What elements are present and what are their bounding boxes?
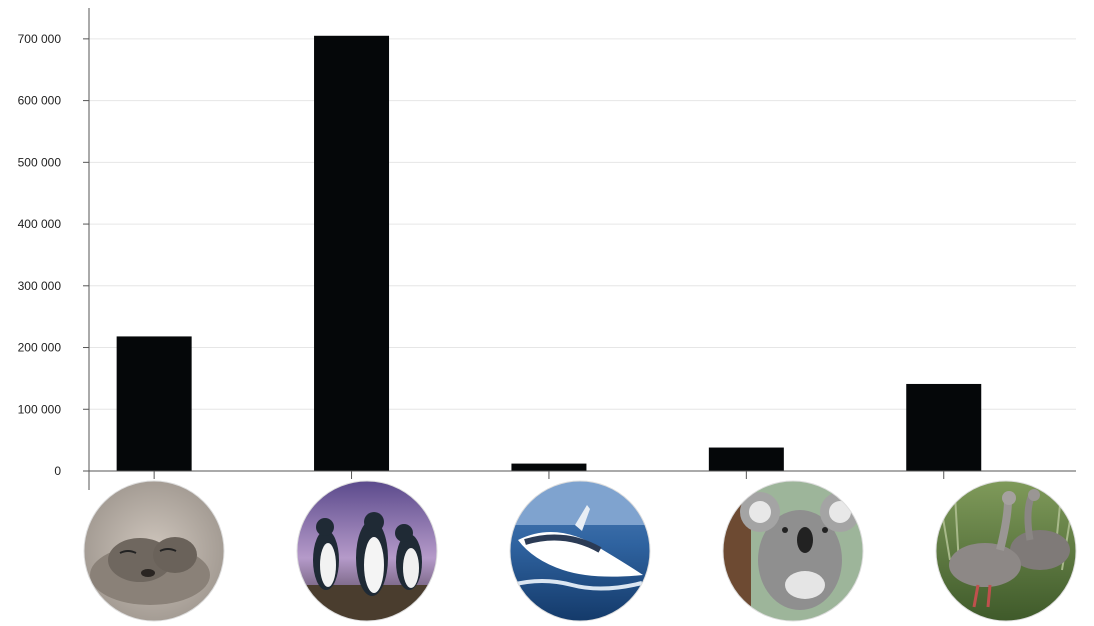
bar-koala: [708, 447, 784, 471]
bar-cape-barren-goose: [906, 383, 982, 471]
goose-photo: [936, 481, 1076, 621]
koala-photo-border: [722, 480, 864, 622]
fur-seal-photo-border: [83, 480, 225, 622]
bar-little-penguins: [314, 35, 390, 471]
y-tick-label: 0: [54, 464, 61, 478]
y-tick-label: 400 000: [18, 217, 62, 231]
y-tick-labels: 0 100 000 200 000 300 000 400 000 500 000 600 …: [18, 32, 89, 478]
grid-lines: [89, 38, 1076, 410]
x-ticks: [153, 471, 945, 479]
y-tick-label: 100 000: [18, 402, 62, 416]
bars: [116, 35, 982, 471]
goose-photo-border: [935, 480, 1077, 622]
fur-seal-photo: [84, 481, 224, 621]
bar-fur-seal: [116, 336, 192, 471]
penguin-photo: [297, 481, 437, 621]
penguin-photo-border: [296, 480, 438, 622]
y-tick-label: 200 000: [18, 341, 62, 355]
bar-humpback-whale: [511, 463, 587, 471]
koala-photo: [723, 481, 863, 621]
y-tick-label: 300 000: [18, 279, 62, 293]
y-tick-label: 500 000: [18, 155, 62, 169]
whale-photo-border: [509, 480, 651, 622]
y-tick-label: 600 000: [18, 94, 62, 108]
y-tick-label: 700 000: [18, 32, 62, 46]
